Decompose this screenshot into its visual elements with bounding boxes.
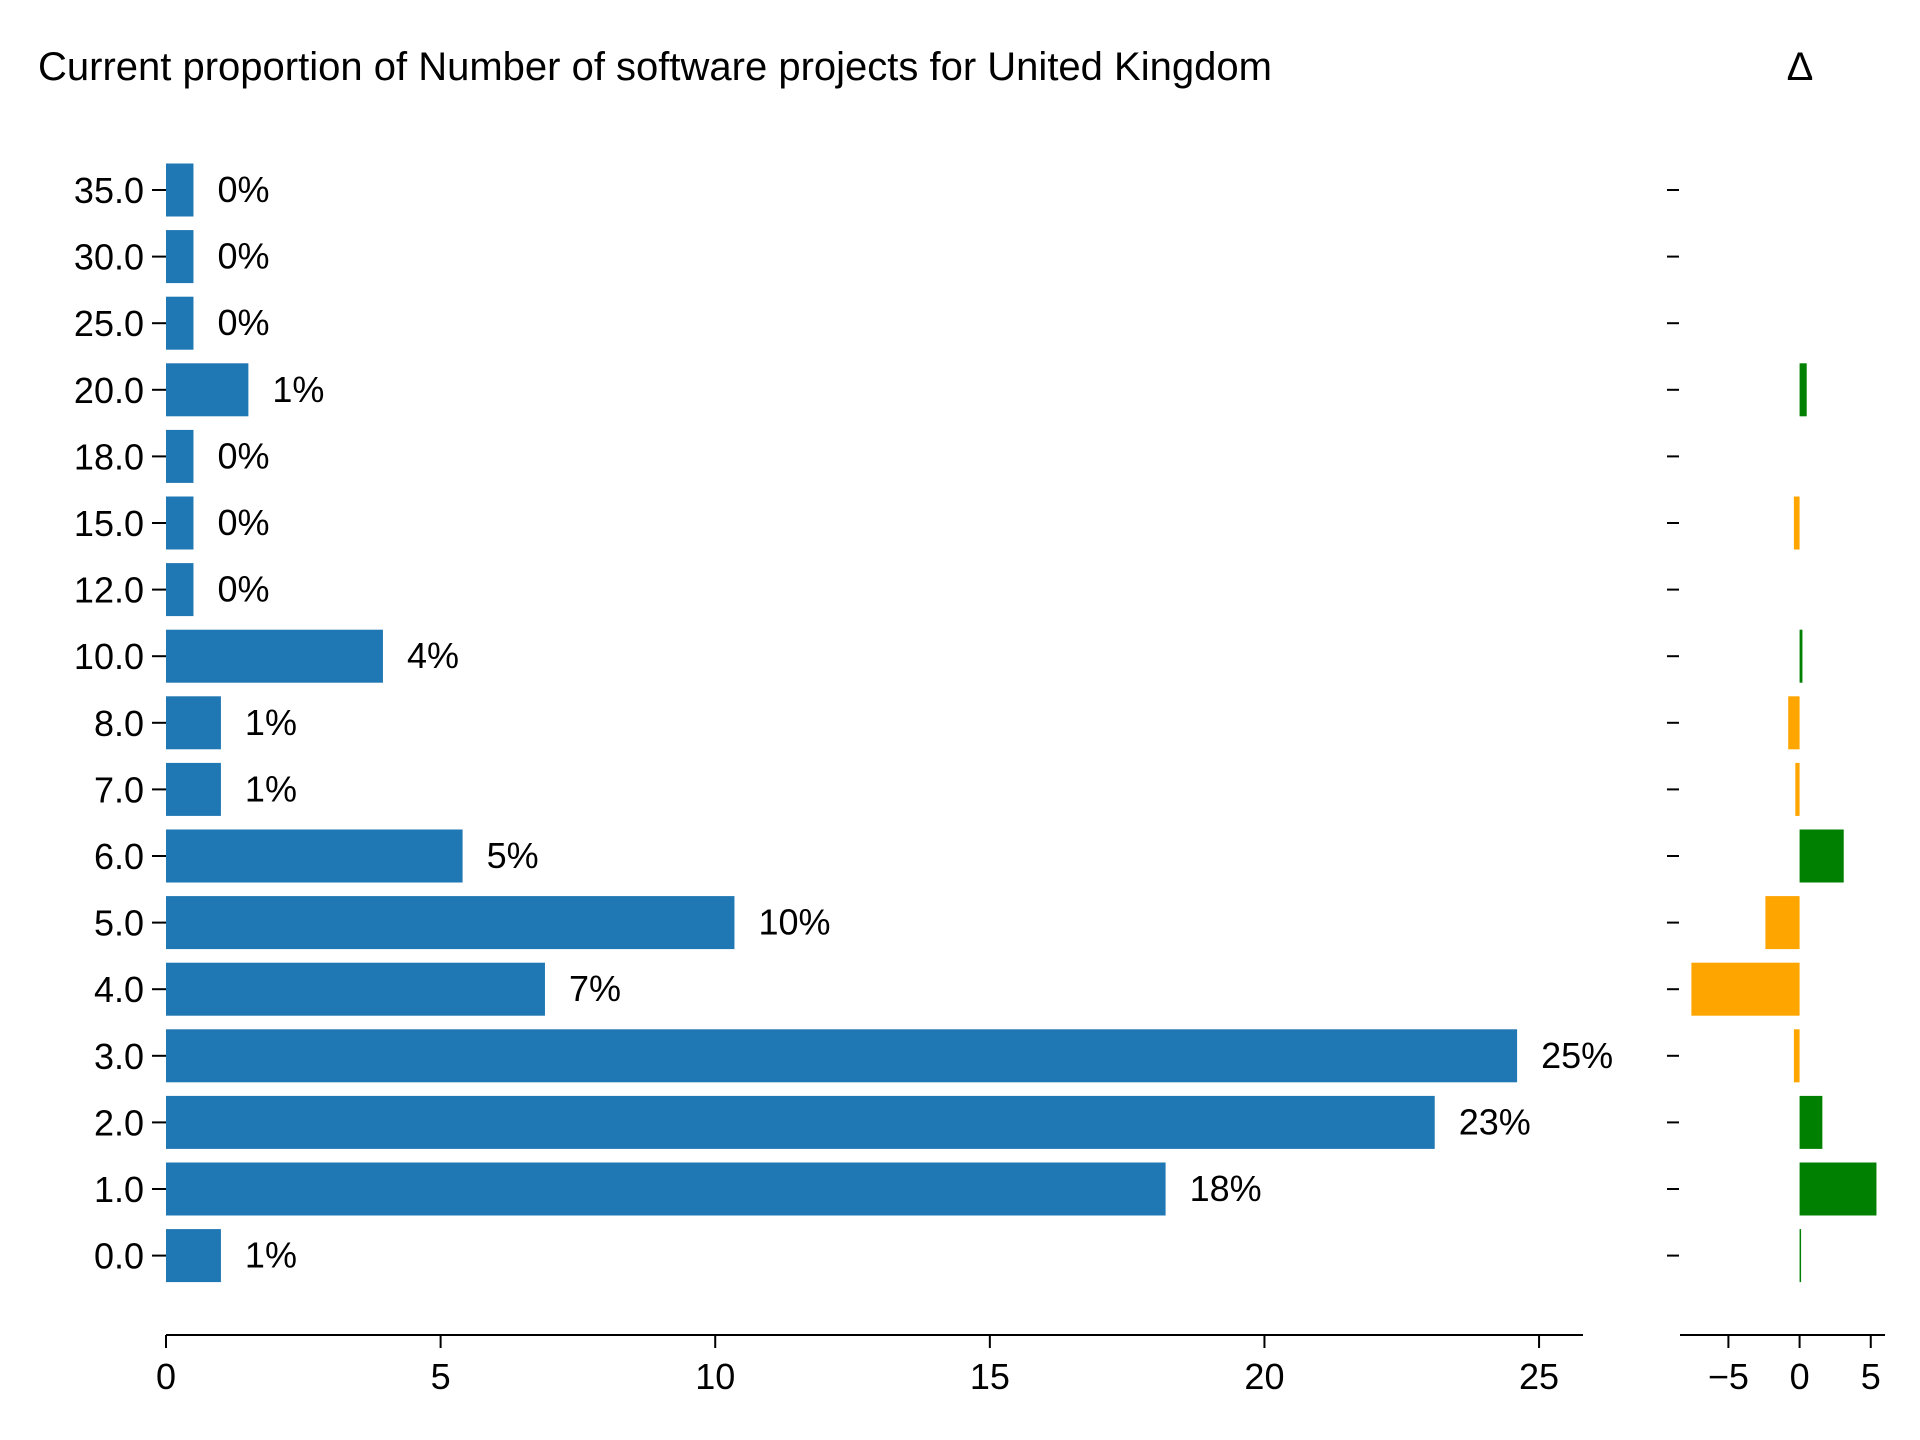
delta-bar xyxy=(1799,1162,1877,1216)
y-tick-label: 8.0 xyxy=(94,703,144,744)
x-tick-label: 0 xyxy=(156,1356,176,1397)
delta-bar-panel: −5 0 5 xyxy=(1667,189,1885,1397)
bar-value-label: 7% xyxy=(569,968,621,1009)
bar-value-label: 1% xyxy=(245,768,297,809)
delta-title: Δ xyxy=(1787,45,1814,89)
bar xyxy=(166,296,194,350)
y-tick-label: 4.0 xyxy=(94,969,144,1010)
y-tick-label: 15.0 xyxy=(74,503,144,544)
y-tick-label: 3.0 xyxy=(94,1036,144,1077)
bar-value-label: 0% xyxy=(217,435,269,476)
y-tick-label: 10.0 xyxy=(74,636,144,677)
delta-bar xyxy=(1799,363,1807,417)
chart-title: Current proportion of Number of software… xyxy=(38,45,1272,89)
delta-x-tick-label: −5 xyxy=(1708,1356,1749,1397)
bar-value-label: 18% xyxy=(1190,1168,1262,1209)
delta-bar xyxy=(1799,829,1844,883)
bar xyxy=(166,1095,1435,1149)
delta-bar xyxy=(1765,896,1800,950)
y-tick-label: 25.0 xyxy=(74,303,144,344)
bar-value-label: 10% xyxy=(758,902,830,943)
x-tick-label: 15 xyxy=(970,1356,1010,1397)
bar xyxy=(166,1229,221,1283)
bar xyxy=(166,496,194,550)
x-tick-label: 25 xyxy=(1519,1356,1559,1397)
delta-bar xyxy=(1793,496,1800,550)
x-tick-label: 20 xyxy=(1244,1356,1284,1397)
y-tick-label: 12.0 xyxy=(74,570,144,611)
x-tick-label: 10 xyxy=(695,1356,735,1397)
y-tick-label: 18.0 xyxy=(74,436,144,477)
delta-bar xyxy=(1691,962,1800,1016)
bar-value-label: 5% xyxy=(487,835,539,876)
y-tick-label: 5.0 xyxy=(94,903,144,944)
x-tick-label: 5 xyxy=(431,1356,451,1397)
y-tick-label: 30.0 xyxy=(74,237,144,278)
y-tick-label: 2.0 xyxy=(94,1102,144,1143)
bar xyxy=(166,896,735,950)
delta-bar xyxy=(1788,696,1800,750)
bar-value-label: 23% xyxy=(1459,1101,1531,1142)
y-tick-label: 1.0 xyxy=(94,1169,144,1210)
bar xyxy=(166,363,249,417)
bar-value-label: 0% xyxy=(217,302,269,343)
y-tick-label: 35.0 xyxy=(74,170,144,211)
y-tick-label: 7.0 xyxy=(94,769,144,810)
bar xyxy=(166,762,221,816)
bar xyxy=(166,629,383,683)
bar-value-label: 25% xyxy=(1541,1035,1613,1076)
y-tick-label: 20.0 xyxy=(74,370,144,411)
bar-value-label: 0% xyxy=(217,569,269,610)
bar-value-label: 0% xyxy=(217,236,269,277)
bar-value-label: 0% xyxy=(217,502,269,543)
bar xyxy=(166,163,194,217)
delta-bar xyxy=(1799,1229,1802,1283)
bar xyxy=(166,962,545,1016)
delta-bar xyxy=(1795,762,1800,816)
bar xyxy=(166,829,463,883)
delta-x-tick-label: 0 xyxy=(1790,1356,1810,1397)
bar xyxy=(166,429,194,483)
delta-bar xyxy=(1793,1029,1800,1083)
bar xyxy=(166,1162,1166,1216)
main-bar-panel: 35.0 0% 30.0 0% 25.0 0% 20.0 1% 18.0 0% 15.0 0% 12.0… xyxy=(74,163,1613,1397)
bar xyxy=(166,696,221,750)
bar-value-label: 0% xyxy=(217,169,269,210)
y-tick-label: 6.0 xyxy=(94,836,144,877)
delta-x-tick-label: 5 xyxy=(1861,1356,1881,1397)
bar-value-label: 1% xyxy=(245,1235,297,1276)
bar xyxy=(166,563,194,617)
bar xyxy=(166,1029,1518,1083)
bar-value-label: 1% xyxy=(245,702,297,743)
delta-bar xyxy=(1799,629,1803,683)
bar xyxy=(166,230,194,284)
y-tick-label: 0.0 xyxy=(94,1236,144,1277)
bar-value-label: 1% xyxy=(272,369,324,410)
delta-bar xyxy=(1799,1095,1823,1149)
bar-value-label: 4% xyxy=(407,635,459,676)
